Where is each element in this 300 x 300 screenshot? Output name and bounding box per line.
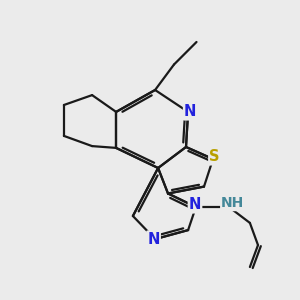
Text: NH: NH [221,196,244,210]
Text: N: N [189,197,201,212]
Text: S: S [209,149,220,164]
Text: N: N [147,232,160,247]
Text: N: N [184,104,197,119]
